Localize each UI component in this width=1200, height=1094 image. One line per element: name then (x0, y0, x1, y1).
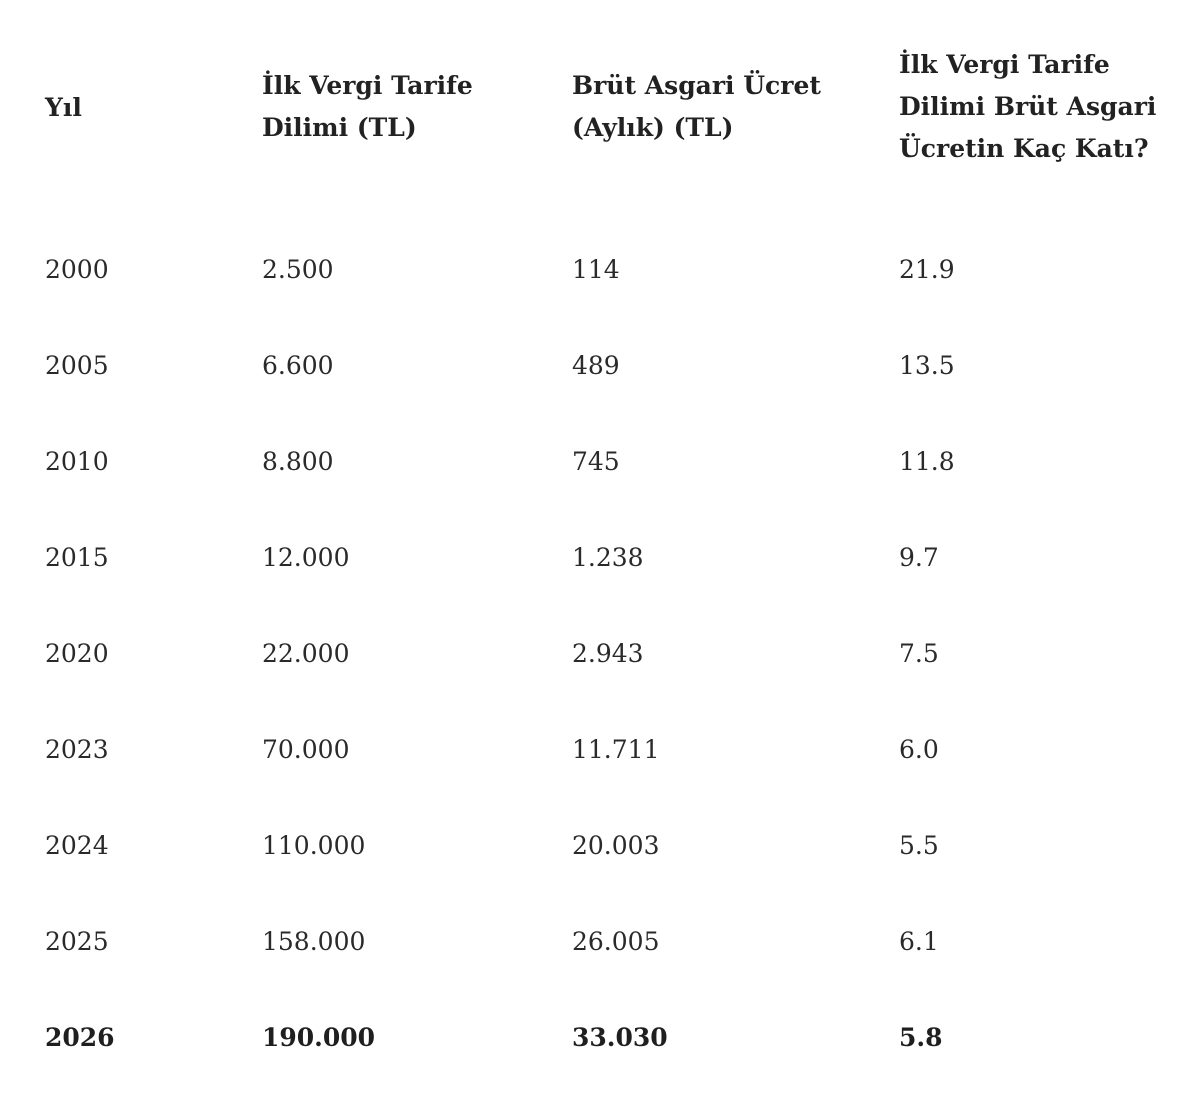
cell-ratio: 7.5 (899, 639, 939, 668)
table-row: 2020 22.000 2.943 7.5 (0, 606, 1200, 702)
table-row: 2025 158.000 26.005 6.1 (0, 894, 1200, 990)
cell-year: 2010 (45, 447, 109, 476)
cell-first-tax-bracket: 12.000 (262, 543, 350, 572)
cell-first-tax-bracket: 8.800 (262, 447, 334, 476)
cell-ratio: 9.7 (899, 543, 939, 572)
header-year: Yıl (45, 93, 82, 122)
cell-year: 2023 (45, 735, 109, 764)
cell-year: 2025 (45, 927, 109, 956)
cell-ratio: 21.9 (899, 255, 955, 284)
cell-gross-minimum-wage: 11.711 (572, 735, 660, 764)
table-row: 2015 12.000 1.238 9.7 (0, 510, 1200, 606)
cell-gross-minimum-wage: 489 (572, 351, 620, 380)
table-body: 2000 2.500 114 21.9 2005 6.600 489 13.5 … (0, 222, 1200, 1086)
table-row: 2024 110.000 20.003 5.5 (0, 798, 1200, 894)
cell-gross-minimum-wage: 2.943 (572, 639, 644, 668)
cell-first-tax-bracket: 22.000 (262, 639, 350, 668)
table-row: 2023 70.000 11.711 6.0 (0, 702, 1200, 798)
cell-ratio: 6.0 (899, 735, 939, 764)
cell-year: 2026 (45, 1023, 115, 1052)
cell-year: 2020 (45, 639, 109, 668)
table-row: 2005 6.600 489 13.5 (0, 318, 1200, 414)
cell-gross-minimum-wage: 745 (572, 447, 620, 476)
cell-ratio: 11.8 (899, 447, 955, 476)
cell-year: 2015 (45, 543, 109, 572)
cell-ratio: 13.5 (899, 351, 955, 380)
cell-year: 2024 (45, 831, 109, 860)
table-header-row: Yıl İlk Vergi Tarife Dilimi (TL) Brüt As… (0, 0, 1200, 210)
cell-ratio: 6.1 (899, 927, 939, 956)
cell-first-tax-bracket: 70.000 (262, 735, 350, 764)
header-first-tax-bracket: İlk Vergi Tarife Dilimi (TL) (262, 71, 473, 142)
cell-gross-minimum-wage: 114 (572, 255, 620, 284)
cell-first-tax-bracket: 190.000 (262, 1023, 376, 1052)
cell-ratio: 5.5 (899, 831, 939, 860)
cell-year: 2005 (45, 351, 109, 380)
cell-first-tax-bracket: 110.000 (262, 831, 366, 860)
header-gross-minimum-wage: Brüt Asgari Ücret (Aylık) (TL) (572, 71, 821, 142)
cell-gross-minimum-wage: 26.005 (572, 927, 660, 956)
table-row: 2010 8.800 745 11.8 (0, 414, 1200, 510)
cell-ratio: 5.8 (899, 1023, 943, 1052)
cell-first-tax-bracket: 6.600 (262, 351, 334, 380)
cell-year: 2000 (45, 255, 109, 284)
header-bracket-to-wage-ratio: İlk Vergi Tarife Dilimi Brüt Asgari Ücre… (899, 50, 1157, 163)
cell-gross-minimum-wage: 1.238 (572, 543, 644, 572)
table-row: 2000 2.500 114 21.9 (0, 222, 1200, 318)
cell-gross-minimum-wage: 33.030 (572, 1023, 668, 1052)
table-row-highlighted: 2026 190.000 33.030 5.8 (0, 990, 1200, 1086)
cell-gross-minimum-wage: 20.003 (572, 831, 660, 860)
cell-first-tax-bracket: 158.000 (262, 927, 366, 956)
cell-first-tax-bracket: 2.500 (262, 255, 334, 284)
